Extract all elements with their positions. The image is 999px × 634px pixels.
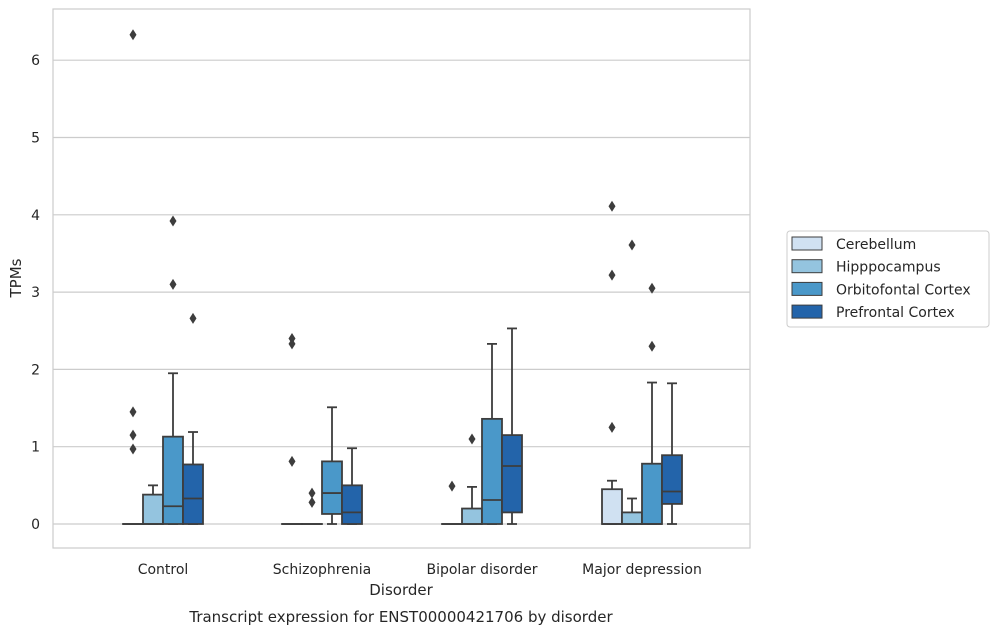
outlier-point <box>608 421 616 433</box>
box <box>321 460 343 515</box>
y-tick-label: 2 <box>31 362 40 378</box>
legend-label: Prefrontal Cortex <box>836 305 955 321</box>
y-tick-label: 5 <box>31 131 40 147</box>
outlier-point <box>288 455 296 467</box>
box-plot-prefrontal-cortex <box>661 382 683 525</box>
outlier-point <box>189 312 197 324</box>
legend-swatch <box>791 281 823 296</box>
x-tick-label: Bipolar disorder <box>426 562 537 578</box>
outlier-point <box>648 282 656 294</box>
outlier-point <box>129 429 137 441</box>
x-tick-label: Schizophrenia <box>273 562 371 578</box>
outlier-point <box>608 269 616 281</box>
y-tick-label: 6 <box>31 53 40 69</box>
box-plot-prefrontal-cortex <box>341 447 363 525</box>
y-axis-label: TPMs <box>7 258 25 298</box>
box-plot-hipppocampus <box>142 484 164 525</box>
outlier-point <box>628 239 636 251</box>
outlier-point <box>308 496 316 508</box>
outlier-point <box>169 215 177 227</box>
x-axis-ticks: Control Schizophrenia Bipolar disorder Majo… <box>138 562 702 578</box>
outlier-point <box>129 29 137 41</box>
box-plot-hipppocampus <box>621 239 643 525</box>
box-plot-orbitofontal-cortex <box>321 406 343 525</box>
legend: Cerebellum Hipppocampus Orbitofontal Corte… <box>786 230 990 328</box>
box <box>182 463 204 525</box>
legend-frame <box>786 230 990 328</box>
legend-swatch <box>791 236 823 251</box>
outlier-point <box>129 443 137 455</box>
box <box>621 511 643 525</box>
box <box>142 493 164 525</box>
box <box>461 507 483 525</box>
x-tick-label: Major depression <box>582 562 702 578</box>
legend-label: Cerebellum <box>836 237 916 253</box>
outlier-point <box>608 200 616 212</box>
outlier-point <box>648 340 656 352</box>
outlier-point <box>129 406 137 418</box>
x-tick-label: Control <box>138 562 189 578</box>
box <box>601 488 623 525</box>
box <box>162 435 184 525</box>
y-tick-label: 1 <box>31 440 40 456</box>
legend-swatch <box>791 304 823 319</box>
box-plot-hipppocampus <box>301 487 323 525</box>
box-plot-cerebellum <box>601 200 623 525</box>
box <box>481 417 503 525</box>
outlier-point <box>308 487 316 499</box>
y-tick-label: 3 <box>31 285 40 301</box>
y-tick-label: 0 <box>31 517 40 533</box>
legend-label: Hipppocampus <box>836 260 941 276</box>
chart-title: Transcript expression for ENST0000042170… <box>188 608 613 626</box>
y-tick-label: 4 <box>31 208 40 224</box>
box-plot-orbitofontal-cortex <box>641 282 663 525</box>
outlier-point <box>448 480 456 492</box>
boxes <box>122 29 683 525</box>
x-axis-label: Disorder <box>369 581 433 599</box>
y-axis-ticks: 0 1 2 3 4 5 6 <box>31 53 40 533</box>
box-plot-cerebellum <box>122 29 144 525</box>
box <box>641 462 663 525</box>
outlier-point <box>288 332 296 344</box>
box-plot-orbitofontal-cortex <box>481 342 503 525</box>
box-plot-hipppocampus <box>461 433 483 525</box>
box <box>341 484 363 525</box>
legend-swatch <box>791 259 823 274</box>
box-plot-cerebellum <box>281 332 303 525</box>
legend-label: Orbitofontal Cortex <box>836 282 971 298</box>
box-plot-prefrontal-cortex <box>182 312 204 525</box>
box <box>661 454 683 505</box>
outlier-point <box>468 433 476 445</box>
outlier-point <box>169 278 177 290</box>
box <box>501 434 523 514</box>
box-plot-prefrontal-cortex <box>501 327 523 525</box>
